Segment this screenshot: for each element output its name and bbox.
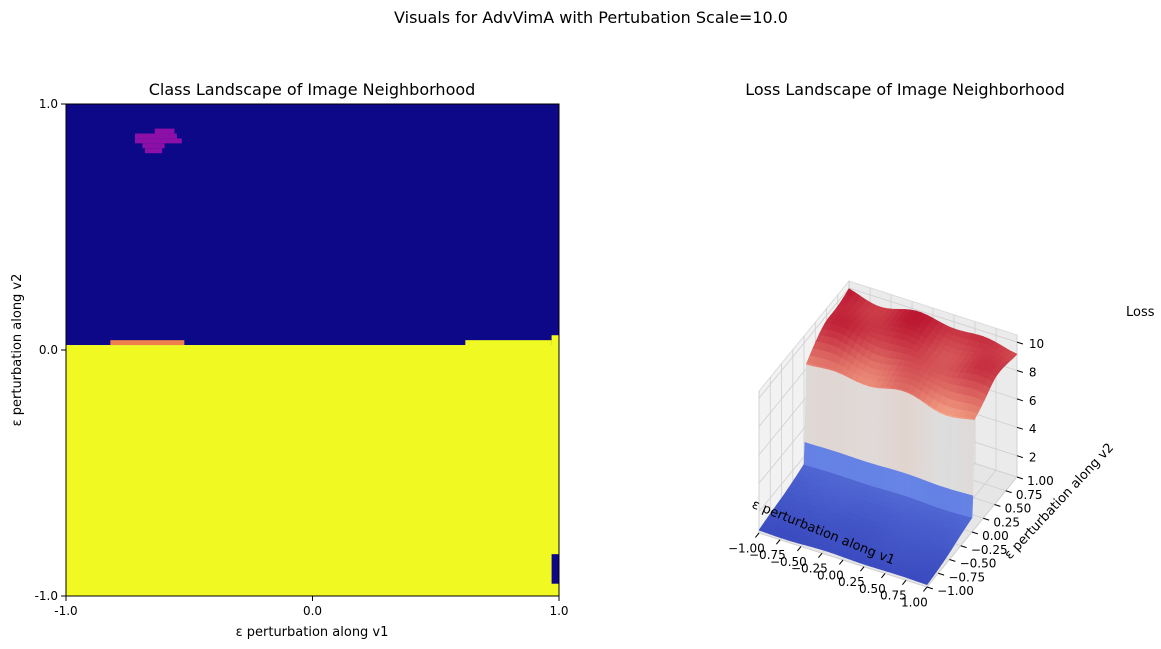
heatmap-region-6 <box>135 133 177 139</box>
heatmap-y-tick-label: 0.0 <box>39 343 58 357</box>
x-tick-label: −0.25 <box>791 562 828 576</box>
heatmap-x-ticks: -1.0 0.0 1.0 <box>54 596 569 618</box>
y-tick-label: 0.75 <box>1016 488 1043 502</box>
y-tick-mark <box>926 586 934 590</box>
surface-title: Loss Landscape of Image Neighborhood <box>745 80 1065 99</box>
x-tick-mark <box>881 573 886 579</box>
x-tick-mark <box>860 566 865 572</box>
class-landscape-panel: Class Landscape of Image Neighborhood -1… <box>10 80 569 640</box>
y-tick-label: −0.25 <box>971 543 1008 557</box>
x-tick-label: −1.00 <box>728 541 765 555</box>
z-tick-label: 8 <box>1029 365 1037 379</box>
y-tick-mark <box>949 559 956 562</box>
heatmap-region-3 <box>551 335 559 346</box>
z-tick-label: 2 <box>1029 451 1037 465</box>
heatmap-region-7 <box>154 128 175 134</box>
x-tick-mark <box>923 586 928 592</box>
surface-facet <box>804 363 813 445</box>
heatmap-cells <box>66 104 559 596</box>
x-tick-mark <box>755 532 760 538</box>
heatmap-x-tick-label: 1.0 <box>549 604 568 618</box>
y-tick-mark <box>960 545 967 549</box>
z-tick-mark <box>1016 398 1024 402</box>
y-tick-mark <box>983 517 990 521</box>
x-tick-label: −0.50 <box>770 555 807 569</box>
loss-surface <box>758 288 1018 585</box>
x-tick-label: −0.75 <box>749 548 786 562</box>
heatmap-region-1 <box>66 345 559 596</box>
loss-landscape-panel: Loss Landscape of Image Neighborhood −1.… <box>728 80 1155 609</box>
heatmap-x-tick-label: -1.0 <box>54 604 77 618</box>
surface-axis-ticks: −1.00−0.75−0.50−0.250.000.250.500.751.00… <box>728 337 1054 609</box>
x-tick-mark <box>902 579 907 585</box>
z-tick-label: 6 <box>1029 394 1037 408</box>
y-tick-label: 1.00 <box>1027 474 1054 488</box>
y-tick-mark <box>994 504 1001 507</box>
heatmap-y-tick-label: 1.0 <box>39 97 58 111</box>
surface-zlabel: Loss <box>1126 305 1155 320</box>
y-tick-mark <box>938 572 945 576</box>
heatmap-xlabel: ε perturbation along v1 <box>236 625 389 640</box>
heatmap-y-ticks: 1.0 0.0 -1.0 <box>35 97 66 603</box>
y-tick-label: 0.50 <box>1005 502 1032 516</box>
surface-facet <box>845 288 856 298</box>
heatmap-region-10 <box>144 148 163 154</box>
figure-suptitle: Visuals for AdvVimA with Pertubation Sca… <box>394 8 788 27</box>
y-tick-mark <box>1016 476 1024 480</box>
z-tick-mark <box>1016 341 1024 345</box>
heatmap-title: Class Landscape of Image Neighborhood <box>149 80 476 99</box>
heatmap-ylabel: ε perturbation along v2 <box>10 274 25 427</box>
heatmap-region-4 <box>110 340 185 346</box>
x-tick-mark <box>839 559 844 565</box>
z-tick-label: 10 <box>1029 337 1044 351</box>
heatmap-region-2 <box>465 340 552 346</box>
x-tick-mark <box>818 552 823 558</box>
x-tick-mark <box>797 546 802 552</box>
x-tick-label: 0.25 <box>838 575 865 589</box>
surface-facet <box>803 441 811 467</box>
y-tick-label: 0.25 <box>993 515 1020 529</box>
y-tick-label: −1.00 <box>937 584 974 598</box>
grid-line-z <box>758 287 1018 399</box>
z-tick-mark <box>1016 426 1024 430</box>
heatmap-x-tick-label: 0.0 <box>303 604 322 618</box>
y-tick-label: −0.75 <box>948 570 985 584</box>
heatmap-region-9 <box>142 143 165 149</box>
heatmap-y-tick-label: -1.0 <box>35 589 58 603</box>
z-tick-mark <box>1016 455 1024 459</box>
x-tick-label: 0.50 <box>859 582 886 596</box>
x-tick-label: 1.00 <box>901 595 928 609</box>
z-tick-label: 4 <box>1029 422 1037 436</box>
y-tick-mark <box>1005 490 1012 494</box>
x-tick-label: 0.00 <box>817 568 844 582</box>
heatmap-region-5 <box>551 554 559 584</box>
y-tick-label: 0.00 <box>982 529 1009 543</box>
heatmap-region-8 <box>135 138 182 144</box>
x-tick-label: 0.75 <box>880 589 907 603</box>
y-tick-mark <box>971 531 979 535</box>
z-tick-mark <box>1016 370 1024 373</box>
x-tick-mark <box>776 539 781 545</box>
y-tick-label: −0.50 <box>960 557 997 571</box>
